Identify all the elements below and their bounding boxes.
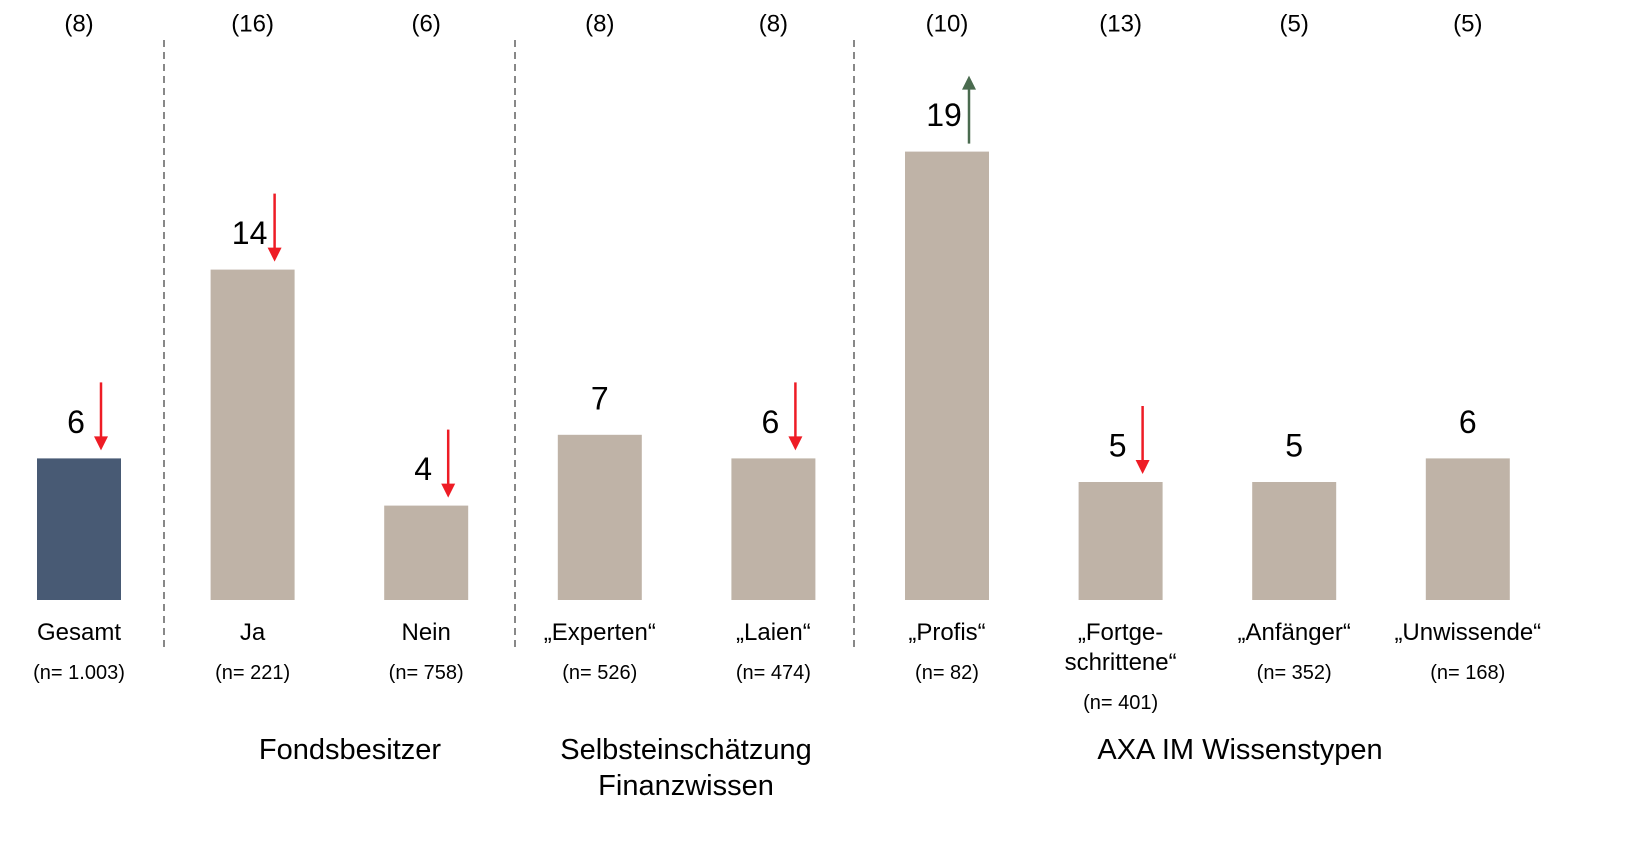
previous-label: (8) (759, 10, 788, 37)
category-label: Ja (239, 619, 266, 646)
sample-size: (n= 401) (1083, 692, 1159, 714)
category-label: Gesamt (36, 619, 122, 646)
bar (557, 434, 642, 600)
category-label: „Fortge- schrittene“ (1064, 619, 1177, 676)
previous-label: (16) (231, 10, 274, 37)
dividers (163, 40, 855, 652)
group-label: Selbsteinschätzung Finanzwissen (560, 734, 812, 802)
sample-size: (n= 168) (1430, 662, 1506, 684)
value-label: 6 (1459, 404, 1477, 440)
category-label: „Experten“ (543, 619, 656, 646)
category-label: „Laien“ (736, 619, 811, 646)
previous-label: (8) (585, 10, 614, 37)
sample-size: (n= 82) (915, 662, 979, 684)
value-label: 7 (591, 380, 609, 416)
group-label: Fondsbesitzer (258, 734, 442, 766)
bar (37, 458, 121, 600)
sample-size: (n= 758) (388, 662, 464, 684)
bar (905, 151, 989, 600)
value-label: 4 (414, 451, 432, 487)
value-label: 5 (1285, 427, 1303, 463)
bar (1252, 482, 1337, 600)
bar (731, 458, 816, 600)
trend-arrow-head (962, 75, 976, 90)
trend-arrow-head (94, 436, 108, 451)
value-label: 6 (762, 404, 780, 440)
category-label: „Anfänger“ (1237, 619, 1351, 646)
bar (210, 269, 295, 600)
category-label: „Unwissende“ (1394, 619, 1542, 646)
bar (1078, 482, 1163, 600)
bar (384, 505, 469, 600)
value-label: 14 (232, 215, 268, 251)
sample-size: (n= 352) (1256, 662, 1332, 684)
value-label: 5 (1109, 427, 1127, 463)
sample-size: (n= 474) (735, 662, 811, 684)
previous-label: (5) (1280, 10, 1309, 37)
sample-size: (n= 1.003) (33, 662, 125, 684)
bar (1425, 458, 1510, 600)
trend-arrow-head (1135, 460, 1150, 474)
previous-label: (8) (64, 10, 93, 37)
previous-label: (13) (1099, 10, 1142, 37)
value-label: 19 (926, 97, 962, 133)
trend-arrow-head (441, 483, 456, 498)
trend-arrow-head (788, 436, 803, 451)
trend-arrow-head (267, 247, 282, 262)
group-label: AXA IM Wissenstypen (1097, 734, 1383, 766)
previous-label: (10) (926, 10, 969, 37)
previous-label: (5) (1453, 10, 1482, 37)
sample-size: (n= 526) (562, 662, 638, 684)
previous-label: (6) (412, 10, 441, 37)
sample-size: (n= 221) (215, 662, 291, 684)
category-label: „Profis“ (908, 619, 986, 646)
value-label: 6 (67, 404, 85, 440)
category-label: Nein (401, 619, 451, 646)
